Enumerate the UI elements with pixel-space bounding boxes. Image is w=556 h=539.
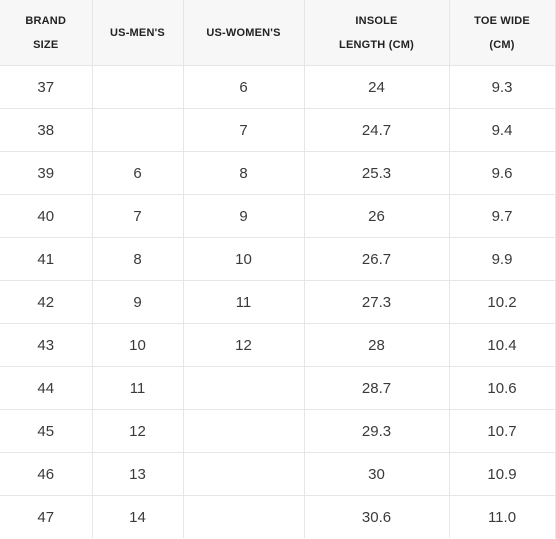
us-womens-cell: 11 (182, 280, 305, 324)
us-mens-cell: 9 (91, 280, 184, 324)
us-mens-cell: 8 (91, 237, 184, 281)
insole-length-cell: 30.6 (303, 495, 450, 538)
insole-length-cell: 29.3 (303, 409, 450, 453)
us-mens-cell (91, 108, 184, 152)
us-womens-cell: 6 (182, 65, 305, 109)
us-womens-cell: 7 (182, 108, 305, 152)
brand-size-cell: 37 (0, 65, 93, 109)
us-mens-cell: 11 (91, 366, 184, 410)
us-mens-cell: 13 (91, 452, 184, 496)
us-womens-cell: 9 (182, 194, 305, 238)
us-mens-cell: 10 (91, 323, 184, 367)
table-body: 37 6 24 9.3 38 7 24.7 9.4 39 6 8 25.3 9.6 40 7 9 26 9.7 41… (0, 65, 556, 538)
header-toe-wide: TOE WIDE (CM) (448, 0, 556, 66)
header-brand-size: BRAND SIZE (0, 0, 93, 66)
toe-wide-cell: 9.3 (448, 65, 556, 109)
header-insole-length: INSOLE LENGTH (CM) (303, 0, 450, 66)
us-mens-cell: 6 (91, 151, 184, 195)
table-row: 40 7 9 26 9.7 (0, 194, 556, 238)
header-us-mens-label: US-MEN'S (110, 26, 165, 39)
toe-wide-cell: 10.7 (448, 409, 556, 453)
header-brand-size-line-1: BRAND (25, 14, 67, 27)
header-insole-length-line-2: LENGTH (CM) (339, 38, 414, 51)
toe-wide-cell: 9.4 (448, 108, 556, 152)
us-womens-cell: 10 (182, 237, 305, 281)
us-womens-cell (182, 452, 305, 496)
insole-length-cell: 25.3 (303, 151, 450, 195)
table-row: 47 14 30.6 11.0 (0, 495, 556, 538)
brand-size-cell: 38 (0, 108, 93, 152)
us-womens-cell (182, 366, 305, 410)
brand-size-cell: 47 (0, 495, 93, 538)
insole-length-cell: 30 (303, 452, 450, 496)
insole-length-cell: 28.7 (303, 366, 450, 410)
toe-wide-cell: 10.6 (448, 366, 556, 410)
insole-length-cell: 24 (303, 65, 450, 109)
table-row: 42 9 11 27.3 10.2 (0, 280, 556, 324)
us-mens-cell: 12 (91, 409, 184, 453)
brand-size-cell: 46 (0, 452, 93, 496)
toe-wide-cell: 10.2 (448, 280, 556, 324)
us-mens-cell (91, 65, 184, 109)
toe-wide-cell: 10.9 (448, 452, 556, 496)
toe-wide-cell: 9.6 (448, 151, 556, 195)
table-row: 44 11 28.7 10.6 (0, 366, 556, 410)
brand-size-cell: 39 (0, 151, 93, 195)
header-toe-wide-line-1: TOE WIDE (474, 14, 530, 27)
header-toe-wide-line-2: (CM) (489, 38, 515, 51)
brand-size-cell: 45 (0, 409, 93, 453)
us-womens-cell (182, 495, 305, 538)
brand-size-cell: 42 (0, 280, 93, 324)
brand-size-cell: 40 (0, 194, 93, 238)
header-us-womens-label: US-WOMEN'S (206, 26, 281, 39)
insole-length-cell: 26 (303, 194, 450, 238)
table-row: 46 13 30 10.9 (0, 452, 556, 496)
header-row: BRAND SIZE US-MEN'S US-WOMEN'S INSOLE LE… (0, 0, 556, 66)
us-mens-cell: 14 (91, 495, 184, 538)
insole-length-cell: 28 (303, 323, 450, 367)
brand-size-cell: 44 (0, 366, 93, 410)
toe-wide-cell: 10.4 (448, 323, 556, 367)
insole-length-cell: 27.3 (303, 280, 450, 324)
table-row: 45 12 29.3 10.7 (0, 409, 556, 453)
toe-wide-cell: 11.0 (448, 495, 556, 538)
table-row: 37 6 24 9.3 (0, 65, 556, 109)
table-row: 41 8 10 26.7 9.9 (0, 237, 556, 281)
brand-size-cell: 43 (0, 323, 93, 367)
us-mens-cell: 7 (91, 194, 184, 238)
table-row: 38 7 24.7 9.4 (0, 108, 556, 152)
insole-length-cell: 24.7 (303, 108, 450, 152)
toe-wide-cell: 9.7 (448, 194, 556, 238)
us-womens-cell: 12 (182, 323, 305, 367)
header-insole-length-line-1: INSOLE (355, 14, 398, 27)
table-row: 39 6 8 25.3 9.6 (0, 151, 556, 195)
header-us-womens: US-WOMEN'S (182, 0, 305, 66)
us-womens-cell: 8 (182, 151, 305, 195)
table-header: BRAND SIZE US-MEN'S US-WOMEN'S INSOLE LE… (0, 0, 556, 66)
header-us-mens: US-MEN'S (91, 0, 184, 66)
table-row: 43 10 12 28 10.4 (0, 323, 556, 367)
brand-size-cell: 41 (0, 237, 93, 281)
header-brand-size-line-2: SIZE (33, 38, 59, 51)
us-womens-cell (182, 409, 305, 453)
toe-wide-cell: 9.9 (448, 237, 556, 281)
insole-length-cell: 26.7 (303, 237, 450, 281)
